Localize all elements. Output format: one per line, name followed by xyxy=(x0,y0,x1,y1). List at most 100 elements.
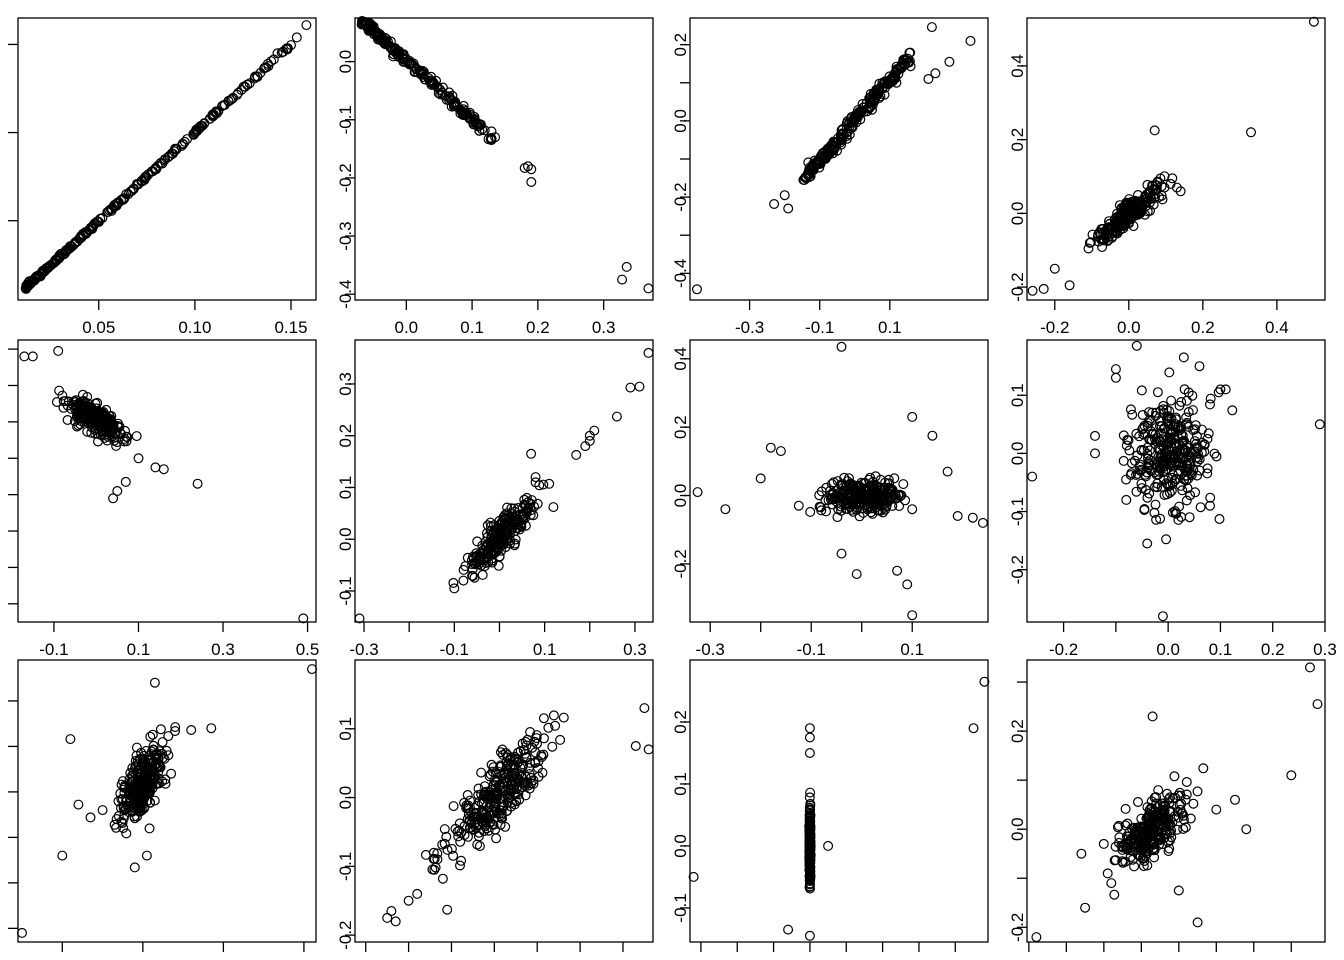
data-point xyxy=(149,677,160,688)
data-point xyxy=(493,560,504,571)
data-point xyxy=(1165,480,1176,491)
data-point xyxy=(903,57,914,68)
data-point xyxy=(233,87,244,98)
data-point xyxy=(481,793,492,804)
data-point xyxy=(149,795,160,806)
panel-10: -0.3-0.10.10.3 -0.2 -0.1 0.0 0.1 xyxy=(336,659,654,952)
data-point xyxy=(643,744,654,755)
x-tick-label: -0.3 xyxy=(696,640,725,659)
data-point xyxy=(62,415,73,426)
data-point xyxy=(354,613,365,624)
data-point xyxy=(381,36,392,47)
y-axis xyxy=(8,43,18,222)
data-point xyxy=(1192,917,1203,928)
data-point xyxy=(125,767,136,778)
data-point xyxy=(548,710,559,721)
data-point xyxy=(1154,421,1165,432)
y-axis: -0.2 0.0 0.2 0.4 xyxy=(1008,54,1027,302)
data-point xyxy=(1089,430,1100,441)
x-axis xyxy=(1028,942,1292,952)
data-point xyxy=(1215,384,1226,395)
data-point xyxy=(420,849,431,860)
data-point xyxy=(144,823,155,834)
data-point xyxy=(457,109,468,120)
data-point xyxy=(643,283,654,294)
data-point xyxy=(131,431,142,442)
data-point xyxy=(1164,798,1175,809)
data-point xyxy=(1138,861,1149,872)
data-point xyxy=(208,110,219,121)
data-point xyxy=(1163,821,1174,832)
data-point xyxy=(883,474,894,485)
x-tick-label: 0.05 xyxy=(82,318,115,337)
data-point xyxy=(192,478,203,489)
data-point xyxy=(1125,842,1136,853)
data-point xyxy=(878,494,889,505)
data-point xyxy=(147,729,158,740)
data-point xyxy=(1102,868,1113,879)
y-axis: -0.2 -0.1 0.0 0.1 xyxy=(336,717,355,950)
data-point xyxy=(942,466,953,477)
data-point xyxy=(1164,367,1175,378)
data-point xyxy=(823,148,834,159)
data-point xyxy=(571,449,582,460)
data-point xyxy=(825,485,836,496)
data-point xyxy=(519,499,530,510)
data-point xyxy=(869,497,880,508)
data-point xyxy=(1118,216,1129,227)
data-point xyxy=(1083,243,1094,254)
data-point xyxy=(832,476,843,487)
data-point xyxy=(558,712,569,723)
data-point xyxy=(199,118,210,129)
data-point xyxy=(1080,902,1091,913)
data-point xyxy=(809,155,820,166)
y-tick-label: -0.2 xyxy=(671,549,690,578)
y-tick-label: 0.2 xyxy=(1008,128,1027,152)
data-point xyxy=(902,579,913,590)
data-point xyxy=(57,850,68,861)
panel-frame xyxy=(689,17,989,301)
data-point xyxy=(85,407,96,418)
data-point xyxy=(206,723,217,734)
data-point xyxy=(509,503,520,514)
data-point xyxy=(492,545,503,556)
data-point xyxy=(863,502,874,513)
panel-frame xyxy=(17,659,317,943)
data-point xyxy=(129,862,140,873)
x-tick-label: 0.2 xyxy=(1261,640,1285,659)
data-point xyxy=(1202,468,1213,479)
data-point xyxy=(894,501,905,512)
data-point xyxy=(506,503,517,514)
data-point xyxy=(1142,860,1153,871)
data-point xyxy=(1146,802,1157,813)
data-point xyxy=(1120,803,1131,814)
data-point xyxy=(450,823,461,834)
data-point xyxy=(488,762,499,773)
data-point xyxy=(408,60,419,71)
data-point xyxy=(1110,855,1121,866)
data-point xyxy=(1195,502,1206,513)
data-point xyxy=(1064,280,1075,291)
x-tick-label: 0.10 xyxy=(178,318,211,337)
data-point xyxy=(488,536,499,547)
data-point xyxy=(39,265,50,276)
data-point xyxy=(827,499,838,510)
data-point xyxy=(1172,422,1183,433)
data-point xyxy=(156,157,167,168)
y-tick-label: -0.4 xyxy=(336,280,355,309)
data-point xyxy=(119,787,130,798)
data-point xyxy=(793,500,804,511)
data-point xyxy=(131,742,142,753)
data-point xyxy=(135,753,146,764)
data-point xyxy=(1178,814,1189,825)
panel-11: -0.1 0.0 0.1 0.2 xyxy=(671,659,990,952)
y-tick-label: -0.1 xyxy=(671,893,690,922)
data-point xyxy=(1199,446,1210,457)
data-point xyxy=(132,782,143,793)
data-point xyxy=(1124,445,1135,456)
data-point xyxy=(120,476,131,487)
data-point xyxy=(769,199,780,210)
x-tick-label: -0.3 xyxy=(735,318,764,337)
y-tick-label: 0.2 xyxy=(1008,719,1027,743)
data-point xyxy=(863,490,874,501)
